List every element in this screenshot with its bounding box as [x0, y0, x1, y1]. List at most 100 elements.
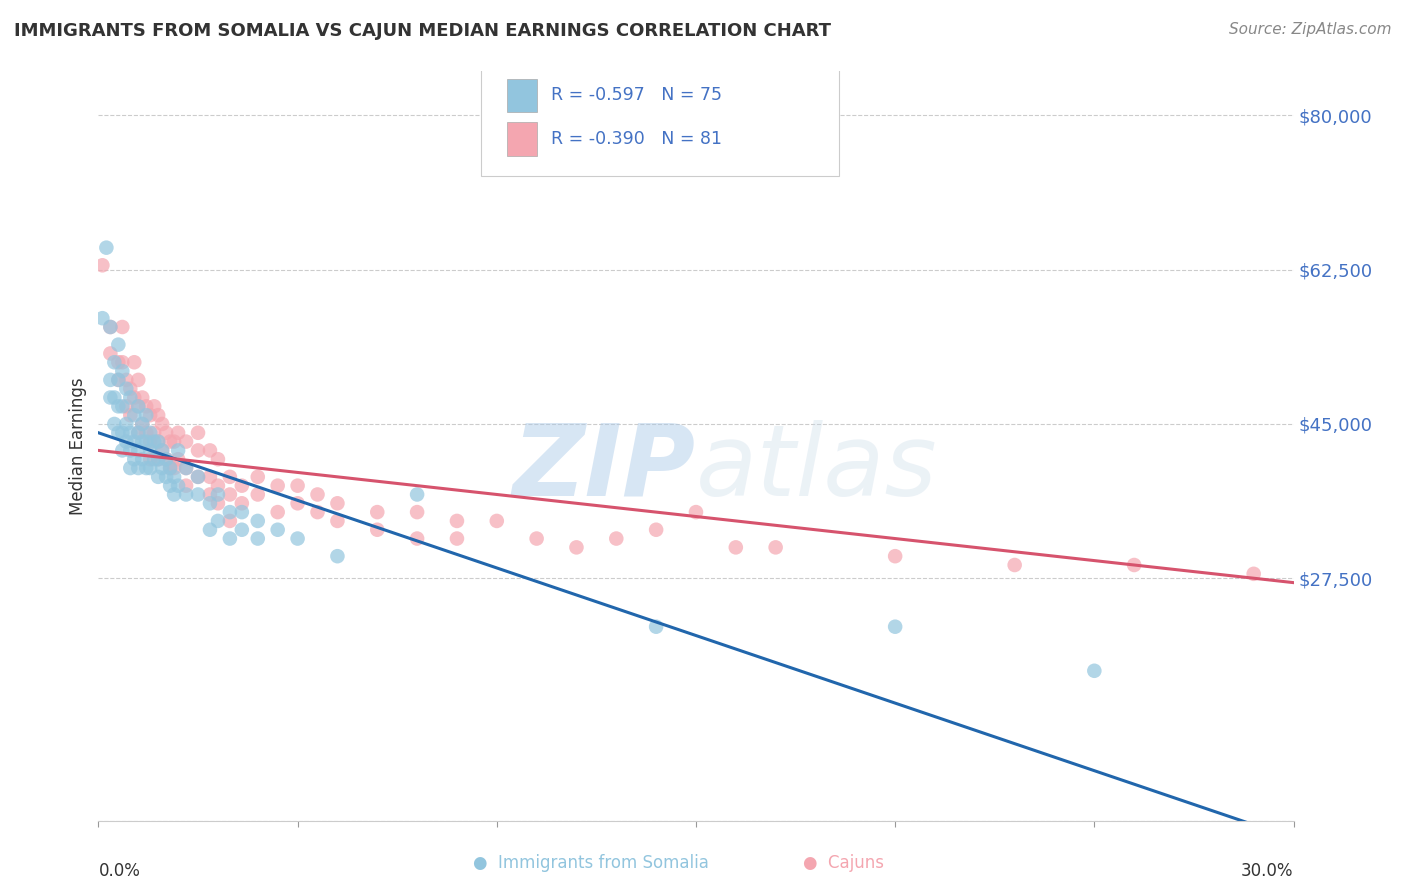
Point — [124, 408, 146, 422]
Point — [139, 443, 162, 458]
Point — [115, 434, 138, 449]
Point — [127, 425, 149, 440]
Point — [120, 443, 142, 458]
Point — [124, 391, 146, 405]
Point — [174, 461, 197, 475]
Point — [326, 514, 349, 528]
Point — [163, 461, 186, 475]
Point — [884, 620, 907, 634]
Point — [366, 505, 388, 519]
Point — [198, 470, 221, 484]
Point — [307, 505, 329, 519]
Point — [150, 417, 173, 431]
Point — [91, 311, 114, 326]
Point — [163, 470, 186, 484]
Y-axis label: Median Earnings: Median Earnings — [69, 377, 87, 515]
Point — [98, 320, 122, 334]
Point — [159, 478, 181, 492]
Point — [1083, 664, 1105, 678]
Point — [107, 400, 129, 414]
Point — [605, 532, 627, 546]
Text: 30.0%: 30.0% — [1241, 862, 1294, 880]
Point — [287, 478, 309, 492]
Text: R = -0.597   N = 75: R = -0.597 N = 75 — [551, 87, 723, 104]
Point — [131, 452, 153, 467]
Point — [103, 391, 125, 405]
Point — [124, 434, 146, 449]
Point — [1123, 558, 1146, 572]
FancyBboxPatch shape — [508, 78, 537, 112]
Point — [366, 523, 388, 537]
Point — [1004, 558, 1026, 572]
Text: ●  Cajuns: ● Cajuns — [803, 855, 884, 872]
Text: 0.0%: 0.0% — [98, 862, 141, 880]
Point — [131, 417, 153, 431]
Text: ●  Immigrants from Somalia: ● Immigrants from Somalia — [472, 855, 709, 872]
Point — [120, 425, 142, 440]
Point — [645, 523, 668, 537]
Point — [127, 425, 149, 440]
Point — [174, 461, 197, 475]
Point — [120, 391, 142, 405]
Point — [96, 241, 118, 255]
Point — [111, 355, 134, 369]
Point — [120, 382, 142, 396]
Point — [155, 452, 177, 467]
Point — [111, 320, 134, 334]
Point — [207, 452, 229, 467]
FancyBboxPatch shape — [481, 64, 839, 177]
Point — [127, 400, 149, 414]
Point — [107, 373, 129, 387]
Text: atlas: atlas — [696, 420, 938, 517]
Point — [155, 425, 177, 440]
Point — [246, 470, 269, 484]
Point — [267, 523, 290, 537]
Point — [115, 373, 138, 387]
Point — [139, 425, 162, 440]
Point — [219, 470, 242, 484]
Point — [231, 523, 253, 537]
Point — [131, 434, 153, 449]
Point — [198, 496, 221, 510]
Point — [120, 408, 142, 422]
Point — [143, 400, 166, 414]
Point — [107, 373, 129, 387]
Point — [406, 487, 429, 501]
Point — [98, 391, 122, 405]
Point — [307, 487, 329, 501]
Point — [127, 461, 149, 475]
Point — [246, 514, 269, 528]
Point — [111, 364, 134, 378]
Point — [446, 532, 468, 546]
Point — [884, 549, 907, 564]
Point — [148, 434, 170, 449]
Point — [167, 478, 190, 492]
Point — [148, 452, 170, 467]
Point — [565, 541, 588, 555]
Point — [127, 400, 149, 414]
Point — [174, 434, 197, 449]
Point — [150, 443, 173, 458]
Point — [231, 478, 253, 492]
Point — [135, 461, 157, 475]
Point — [219, 505, 242, 519]
Point — [219, 487, 242, 501]
Point — [143, 425, 166, 440]
Point — [135, 400, 157, 414]
Point — [207, 478, 229, 492]
Point — [131, 417, 153, 431]
Point — [127, 373, 149, 387]
Point — [187, 443, 209, 458]
Point — [326, 549, 349, 564]
Point — [326, 496, 349, 510]
Point — [187, 470, 209, 484]
Point — [143, 434, 166, 449]
Point — [148, 470, 170, 484]
Point — [724, 541, 747, 555]
Point — [167, 443, 190, 458]
Point — [120, 461, 142, 475]
Point — [111, 400, 134, 414]
Point — [135, 425, 157, 440]
Text: R = -0.390   N = 81: R = -0.390 N = 81 — [551, 130, 723, 148]
Point — [115, 382, 138, 396]
